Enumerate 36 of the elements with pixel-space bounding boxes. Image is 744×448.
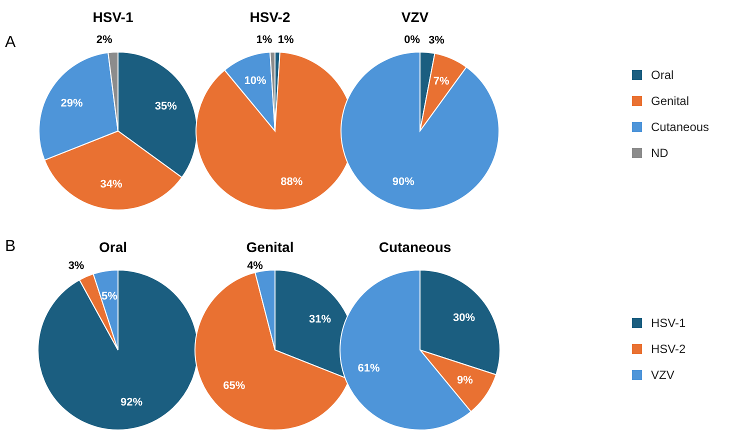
chart-title: VZV — [400, 8, 430, 27]
data-label: 34% — [100, 178, 122, 190]
data-label: 30% — [452, 312, 476, 324]
legend-label: Oral — [651, 68, 674, 82]
data-label: 35% — [154, 100, 178, 113]
legend-label: Genital — [651, 94, 690, 108]
data-label: 1% — [256, 34, 272, 46]
data-label: 1% — [278, 34, 294, 46]
chart-title: Oral — [98, 238, 128, 257]
data-label: 2% — [96, 34, 112, 46]
legend-label: ND — [651, 146, 668, 160]
data-label: 4% — [247, 260, 264, 272]
chart-title: Cutaneous — [378, 238, 452, 257]
text: B — [5, 238, 16, 256]
chart-title: HSV-1 — [92, 8, 134, 27]
legend-label: Cutaneous — [651, 120, 710, 134]
legend-label: HSV-2 — [651, 342, 686, 356]
data-label: 10% — [244, 75, 266, 88]
data-label: 90% — [392, 176, 415, 188]
text: A — [5, 34, 16, 52]
data-label: 29% — [60, 98, 83, 110]
text: 0% — [404, 34, 420, 46]
chart-title: HSV-2 — [248, 8, 292, 27]
legend-label: HSV-1 — [651, 316, 686, 330]
data-label: 65% — [223, 380, 246, 392]
data-label: 3% — [68, 260, 84, 272]
legend-label: VZV — [651, 368, 674, 382]
data-label: 3% — [428, 34, 445, 46]
chart-title: Genital — [245, 238, 295, 257]
data-label: 88% — [280, 176, 303, 188]
data-label: 9% — [457, 374, 474, 387]
data-label: 61% — [358, 362, 380, 374]
data-label: 5% — [102, 290, 118, 302]
data-label: 7% — [433, 76, 450, 88]
data-label: 92% — [120, 396, 143, 409]
data-label: 31% — [308, 313, 332, 326]
